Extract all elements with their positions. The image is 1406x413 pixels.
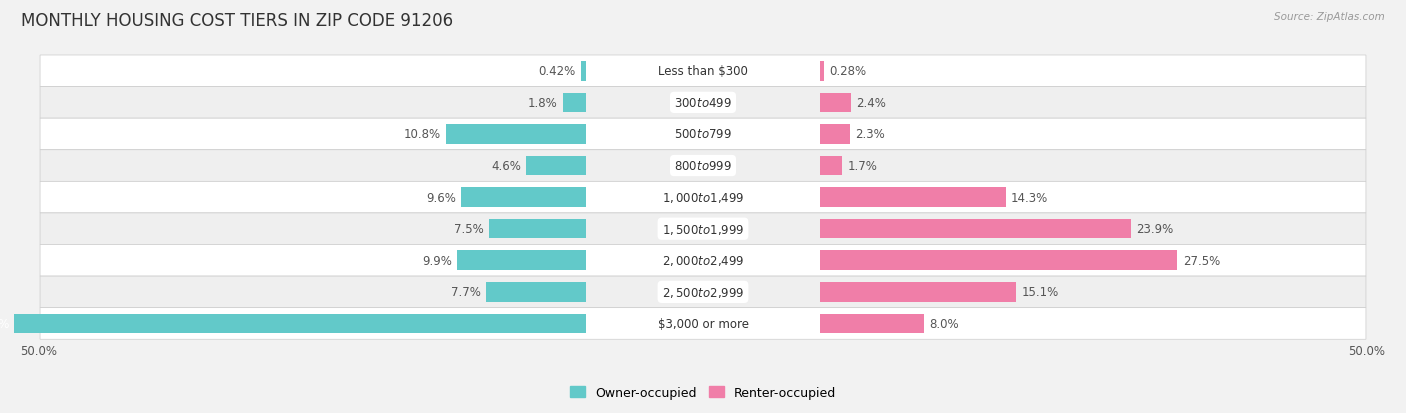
Bar <box>820 251 1177 271</box>
Bar <box>820 157 842 176</box>
Text: 8.0%: 8.0% <box>929 317 959 330</box>
Bar <box>0 314 586 333</box>
Text: 1.7%: 1.7% <box>848 160 877 173</box>
Bar <box>446 125 586 145</box>
Bar <box>526 157 586 176</box>
Text: 27.5%: 27.5% <box>1182 254 1220 267</box>
Bar <box>820 188 1005 207</box>
Text: 47.7%: 47.7% <box>0 317 10 330</box>
Text: $800 to $999: $800 to $999 <box>673 160 733 173</box>
Bar <box>820 62 824 81</box>
FancyBboxPatch shape <box>39 276 1367 308</box>
Bar <box>820 125 849 145</box>
Legend: Owner-occupied, Renter-occupied: Owner-occupied, Renter-occupied <box>565 381 841 404</box>
Text: 7.5%: 7.5% <box>454 223 484 236</box>
Text: MONTHLY HOUSING COST TIERS IN ZIP CODE 91206: MONTHLY HOUSING COST TIERS IN ZIP CODE 9… <box>21 12 453 30</box>
Text: 1.8%: 1.8% <box>527 97 557 109</box>
Text: 2.3%: 2.3% <box>855 128 884 141</box>
FancyBboxPatch shape <box>39 119 1367 150</box>
Bar <box>581 62 586 81</box>
Text: Less than $300: Less than $300 <box>658 65 748 78</box>
FancyBboxPatch shape <box>39 150 1367 182</box>
Bar <box>488 219 586 239</box>
FancyBboxPatch shape <box>39 245 1367 276</box>
Text: 0.28%: 0.28% <box>828 65 866 78</box>
Text: 9.9%: 9.9% <box>422 254 453 267</box>
Text: Source: ZipAtlas.com: Source: ZipAtlas.com <box>1274 12 1385 22</box>
Text: 50.0%: 50.0% <box>1348 344 1385 357</box>
Text: $1,000 to $1,499: $1,000 to $1,499 <box>662 191 744 204</box>
Bar <box>820 219 1130 239</box>
FancyBboxPatch shape <box>39 88 1367 119</box>
Bar <box>461 188 586 207</box>
Text: 4.6%: 4.6% <box>491 160 522 173</box>
Text: $2,000 to $2,499: $2,000 to $2,499 <box>662 254 744 268</box>
Bar <box>562 93 586 113</box>
Text: 10.8%: 10.8% <box>404 128 440 141</box>
Text: 9.6%: 9.6% <box>426 191 456 204</box>
Text: $2,500 to $2,999: $2,500 to $2,999 <box>662 285 744 299</box>
FancyBboxPatch shape <box>39 214 1367 245</box>
Text: 2.4%: 2.4% <box>856 97 886 109</box>
Text: $500 to $799: $500 to $799 <box>673 128 733 141</box>
Text: 50.0%: 50.0% <box>21 344 58 357</box>
Bar <box>820 93 851 113</box>
FancyBboxPatch shape <box>39 308 1367 339</box>
Bar <box>486 282 586 302</box>
Bar <box>820 282 1017 302</box>
Text: $1,500 to $1,999: $1,500 to $1,999 <box>662 222 744 236</box>
FancyBboxPatch shape <box>39 182 1367 214</box>
Text: $300 to $499: $300 to $499 <box>673 97 733 109</box>
FancyBboxPatch shape <box>39 56 1367 88</box>
Text: 15.1%: 15.1% <box>1022 286 1059 299</box>
Text: 7.7%: 7.7% <box>451 286 481 299</box>
Bar <box>457 251 586 271</box>
Text: 23.9%: 23.9% <box>1136 223 1173 236</box>
Text: $3,000 or more: $3,000 or more <box>658 317 748 330</box>
Text: 14.3%: 14.3% <box>1011 191 1049 204</box>
Bar <box>820 314 924 333</box>
Text: 0.42%: 0.42% <box>538 65 575 78</box>
